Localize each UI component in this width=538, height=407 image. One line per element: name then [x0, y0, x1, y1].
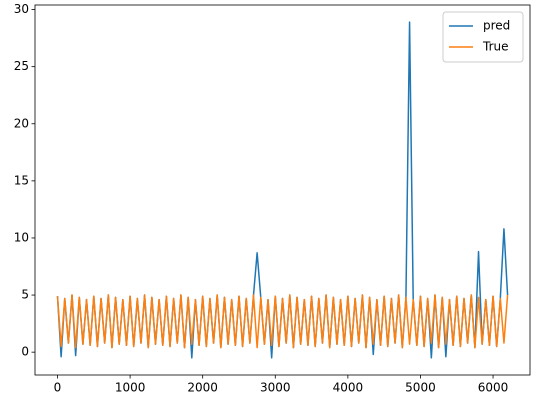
x-tick-label: 0: [54, 381, 62, 395]
legend-box: [442, 11, 524, 63]
x-tick-label: 1000: [115, 381, 146, 395]
y-tick-label: 20: [14, 116, 29, 130]
plot-frame: [34, 4, 531, 376]
legend-label: True: [482, 40, 509, 54]
legend-label: pred: [483, 19, 510, 33]
y-tick-label: 0: [21, 345, 29, 359]
y-tick-label: 10: [14, 230, 29, 244]
x-tick-label: 5000: [405, 381, 436, 395]
y-tick-label: 30: [14, 2, 29, 16]
x-tick-label: 4000: [333, 381, 364, 395]
y-tick-label: 15: [14, 173, 29, 187]
x-tick-label: 2000: [187, 381, 218, 395]
y-tick-label: 25: [14, 59, 29, 73]
y-tick-label: 5: [21, 288, 29, 302]
x-tick-label: 3000: [260, 381, 291, 395]
series-line: [56, 294, 509, 349]
x-tick-label: 6000: [478, 381, 509, 395]
